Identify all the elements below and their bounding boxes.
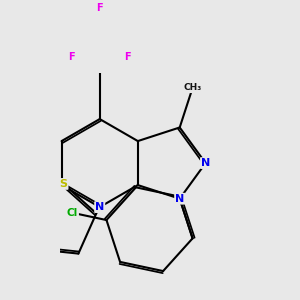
Text: CH₃: CH₃	[184, 83, 202, 92]
Text: N: N	[95, 202, 104, 212]
Text: Cl: Cl	[67, 208, 78, 218]
Text: S: S	[60, 179, 68, 189]
Text: N: N	[201, 158, 210, 168]
Text: F: F	[68, 52, 75, 61]
Text: N: N	[175, 194, 184, 204]
Text: F: F	[96, 3, 103, 13]
Text: F: F	[124, 52, 131, 61]
